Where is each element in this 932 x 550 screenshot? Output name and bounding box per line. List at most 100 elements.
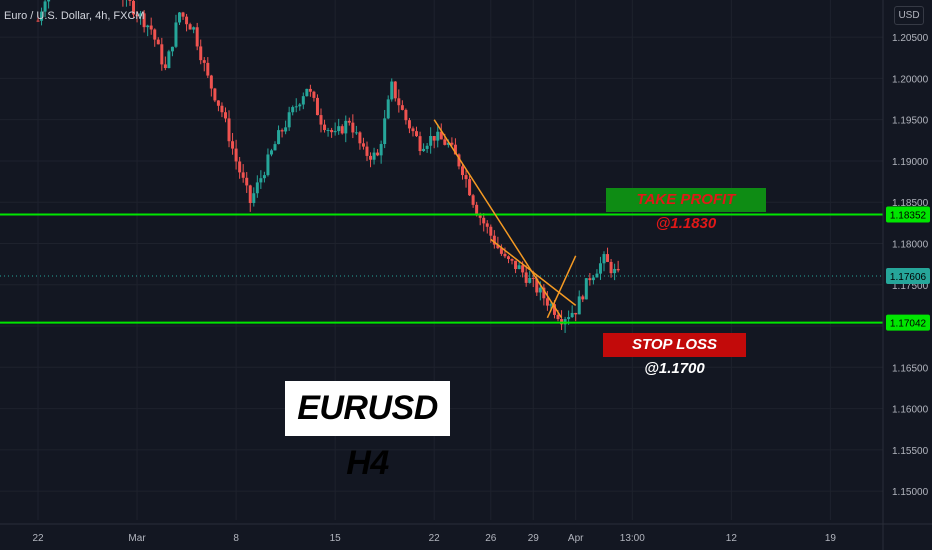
candle-layer bbox=[36, 0, 620, 333]
candle-body bbox=[510, 259, 514, 261]
candle-body bbox=[418, 136, 422, 152]
candle-body bbox=[259, 178, 263, 183]
y-tick-label: 1.16000 bbox=[892, 405, 929, 416]
candle-body bbox=[545, 298, 549, 306]
trend-line bbox=[546, 255, 577, 319]
x-tick-label: 19 bbox=[825, 533, 837, 544]
candle-body bbox=[556, 314, 560, 320]
candle-body bbox=[602, 254, 606, 264]
candle-body bbox=[567, 317, 571, 320]
candle-body bbox=[238, 161, 242, 173]
candle-body bbox=[156, 39, 160, 45]
candle-body bbox=[330, 129, 334, 133]
candle-body bbox=[273, 144, 277, 151]
candle-body bbox=[153, 29, 157, 40]
candle-body bbox=[461, 166, 464, 176]
candle-body bbox=[376, 152, 380, 156]
take-profit-label: TAKE PROFIT @1.1830 bbox=[606, 188, 766, 232]
candle-body bbox=[319, 115, 323, 125]
candle-body bbox=[301, 96, 305, 105]
candle-body bbox=[280, 130, 284, 132]
candle-body bbox=[305, 88, 309, 97]
candle-body bbox=[206, 62, 210, 76]
y-tick-label: 1.20500 bbox=[892, 33, 929, 44]
candle-body bbox=[584, 278, 588, 300]
candle-body bbox=[598, 263, 602, 274]
candle-body bbox=[531, 277, 535, 279]
candle-body bbox=[552, 304, 556, 315]
candle-body bbox=[188, 24, 192, 30]
candle-body bbox=[323, 124, 327, 131]
candle-body bbox=[464, 175, 468, 180]
y-tick-label: 1.20000 bbox=[892, 74, 929, 85]
y-tick-label: 1.15000 bbox=[892, 487, 929, 498]
trend-line bbox=[433, 119, 563, 319]
candle-body bbox=[294, 106, 298, 108]
price-label-text: 1.18352 bbox=[890, 210, 927, 221]
candle-body bbox=[457, 154, 461, 167]
candle-body bbox=[524, 272, 528, 283]
candle-body bbox=[326, 129, 330, 131]
candle-body bbox=[347, 120, 351, 123]
candle-body bbox=[542, 287, 546, 299]
symbol-title: Euro / U.S. Dollar, 4h, FXCM bbox=[4, 10, 145, 22]
candle-body bbox=[213, 88, 217, 101]
y-tick-label: 1.19000 bbox=[892, 157, 929, 168]
candle-body bbox=[499, 248, 503, 254]
candle-body bbox=[284, 127, 288, 132]
candle-body bbox=[255, 182, 259, 194]
price-label-text: 1.17606 bbox=[890, 272, 927, 283]
candle-body bbox=[269, 150, 273, 155]
candle-body bbox=[397, 98, 401, 106]
x-tick-label: Mar bbox=[128, 533, 146, 544]
candle-body bbox=[443, 139, 447, 145]
candle-body bbox=[277, 130, 281, 145]
candle-body bbox=[142, 13, 146, 28]
candle-body bbox=[234, 148, 238, 162]
candle-body bbox=[223, 112, 227, 119]
stop-loss-label: STOP LOSS @1.1700 bbox=[603, 333, 746, 377]
x-tick-label: 22 bbox=[32, 533, 44, 544]
candle-body bbox=[192, 27, 196, 30]
candle-body bbox=[340, 126, 344, 134]
candle-body bbox=[291, 107, 295, 113]
candle-body bbox=[492, 235, 496, 245]
candle-body bbox=[337, 126, 341, 132]
candle-body bbox=[478, 215, 482, 218]
candle-body bbox=[40, 11, 44, 21]
candle-body bbox=[436, 131, 440, 141]
candle-body bbox=[209, 75, 213, 89]
candle-body bbox=[581, 296, 585, 300]
candle-body bbox=[262, 175, 266, 179]
candle-body bbox=[393, 81, 397, 99]
candle-body bbox=[167, 51, 171, 69]
candle-body bbox=[390, 81, 394, 100]
candle-body bbox=[220, 105, 224, 113]
candle-body bbox=[422, 148, 426, 152]
candle-body bbox=[135, 14, 139, 17]
candle-body bbox=[47, 0, 51, 2]
candle-body bbox=[514, 260, 518, 270]
candle-body bbox=[475, 204, 479, 216]
candle-body bbox=[570, 312, 574, 318]
candle-body bbox=[308, 88, 312, 92]
candle-body bbox=[128, 0, 132, 1]
candle-body bbox=[43, 1, 47, 12]
candle-body bbox=[521, 265, 525, 273]
candle-body bbox=[298, 104, 302, 107]
currency-badge[interactable]: USD bbox=[894, 6, 924, 25]
candle-body bbox=[185, 16, 189, 25]
candle-body bbox=[287, 112, 291, 128]
candle-body bbox=[429, 136, 433, 146]
price-label-badge bbox=[886, 314, 930, 331]
price-label-text: 1.17042 bbox=[890, 319, 927, 330]
candle-body bbox=[139, 13, 143, 17]
y-tick-label: 1.17500 bbox=[892, 281, 929, 292]
line-layer bbox=[0, 119, 883, 324]
candle-body bbox=[315, 97, 319, 116]
candle-body bbox=[538, 287, 542, 293]
x-tick-label: 26 bbox=[485, 533, 497, 544]
grid-layer bbox=[0, 0, 883, 520]
candle-body bbox=[453, 144, 457, 155]
